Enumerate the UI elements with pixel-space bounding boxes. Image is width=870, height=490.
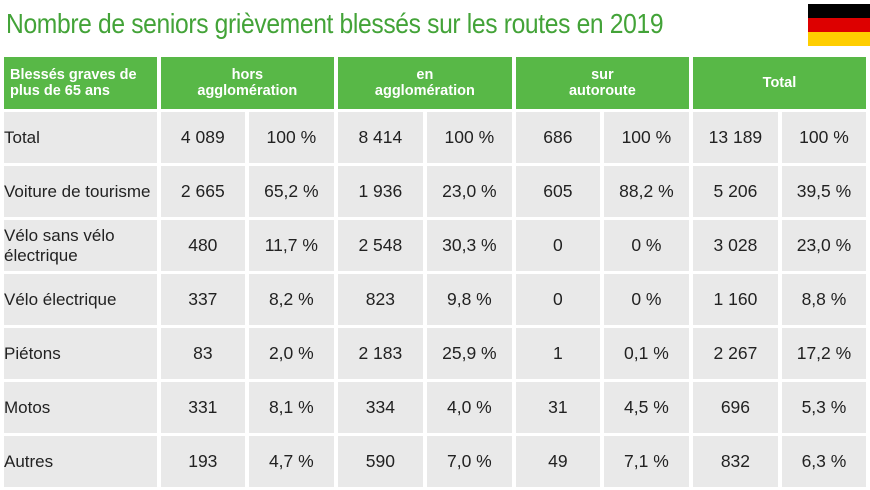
col-header-total-label: Total bbox=[762, 75, 797, 91]
total-percent: 100 % bbox=[781, 112, 866, 163]
autoroute-count: 31 bbox=[515, 382, 600, 433]
total-percent: 8,8 % bbox=[781, 274, 866, 325]
total-count: 5 206 bbox=[692, 166, 778, 217]
col-header-total: Total bbox=[692, 57, 866, 109]
total-percent: 39,5 % bbox=[781, 166, 866, 217]
en-count: 1 936 bbox=[337, 166, 423, 217]
autoroute-percent: 0 % bbox=[603, 274, 689, 325]
row-label: Motos bbox=[4, 382, 157, 433]
en-percent: 7,0 % bbox=[426, 436, 512, 487]
hors-count: 4 089 bbox=[160, 112, 245, 163]
hors-percent: 4,7 % bbox=[248, 436, 334, 487]
col-header-autoroute-line1: sur bbox=[591, 67, 614, 83]
total-count: 2 267 bbox=[692, 328, 778, 379]
row-label-line1: Vélo sans vélo bbox=[4, 225, 115, 245]
en-count: 334 bbox=[337, 382, 423, 433]
total-percent: 6,3 % bbox=[781, 436, 866, 487]
autoroute-count: 0 bbox=[515, 274, 600, 325]
total-percent: 23,0 % bbox=[781, 220, 866, 271]
row-label: Vélo sans vélo électrique bbox=[4, 220, 157, 271]
header-row: Blessés graves de plus de 65 ans hors ag… bbox=[4, 57, 866, 109]
row-label-line1: Piétons bbox=[4, 343, 61, 363]
autoroute-percent: 7,1 % bbox=[603, 436, 689, 487]
hors-count: 193 bbox=[160, 436, 245, 487]
autoroute-count: 1 bbox=[515, 328, 600, 379]
hors-percent: 8,2 % bbox=[248, 274, 334, 325]
col-header-autoroute: sur autoroute bbox=[515, 57, 689, 109]
row-label: Piétons bbox=[4, 328, 157, 379]
row-label-line1: Vélo électrique bbox=[4, 289, 117, 309]
en-count: 8 414 bbox=[337, 112, 423, 163]
en-percent: 25,9 % bbox=[426, 328, 512, 379]
table-row: Motos 331 8,1 % 334 4,0 % 31 4,5 % 696 5… bbox=[4, 382, 866, 433]
total-count: 832 bbox=[692, 436, 778, 487]
en-count: 823 bbox=[337, 274, 423, 325]
col-header-hors-line2: agglomération bbox=[197, 83, 298, 99]
autoroute-count: 605 bbox=[515, 166, 600, 217]
en-percent: 9,8 % bbox=[426, 274, 512, 325]
total-count: 1 160 bbox=[692, 274, 778, 325]
flag-band-black bbox=[808, 4, 870, 18]
col-header-en: en agglomération bbox=[337, 57, 512, 109]
table-row: Vélo électrique 337 8,2 % 823 9,8 % 0 0 … bbox=[4, 274, 866, 325]
total-count: 13 189 bbox=[692, 112, 778, 163]
hors-count: 83 bbox=[160, 328, 245, 379]
page-title: Nombre de seniors grièvement blessés sur… bbox=[6, 8, 664, 39]
col-header-en-line2: agglomération bbox=[374, 83, 475, 99]
hors-count: 2 665 bbox=[160, 166, 245, 217]
total-percent: 17,2 % bbox=[781, 328, 866, 379]
en-percent: 4,0 % bbox=[426, 382, 512, 433]
hors-count: 480 bbox=[160, 220, 245, 271]
table-row: Voiture de tourisme 2 665 65,2 % 1 936 2… bbox=[4, 166, 866, 217]
hors-percent: 11,7 % bbox=[248, 220, 334, 271]
row-label-line1: Total bbox=[4, 127, 40, 147]
en-count: 2 548 bbox=[337, 220, 423, 271]
row-label-line2: électrique bbox=[4, 245, 78, 265]
table-row: Vélo sans vélo électrique 480 11,7 % 2 54… bbox=[4, 220, 866, 271]
en-count: 590 bbox=[337, 436, 423, 487]
row-label: Vélo électrique bbox=[4, 274, 157, 325]
col-header-hors: hors agglomération bbox=[160, 57, 334, 109]
row-label: Autres bbox=[4, 436, 157, 487]
row-label-line1: Motos bbox=[4, 397, 51, 417]
en-percent: 30,3 % bbox=[426, 220, 512, 271]
autoroute-count: 49 bbox=[515, 436, 600, 487]
table-row: Total 4 089 100 % 8 414 100 % 686 100 % … bbox=[4, 112, 866, 163]
hors-percent: 2,0 % bbox=[248, 328, 334, 379]
row-label: Total bbox=[4, 112, 157, 163]
autoroute-percent: 100 % bbox=[603, 112, 689, 163]
en-percent: 100 % bbox=[426, 112, 512, 163]
en-count: 2 183 bbox=[337, 328, 423, 379]
col-header-en-line1: en bbox=[416, 67, 434, 83]
autoroute-percent: 0 % bbox=[603, 220, 689, 271]
row-label-line1: Voiture de tourisme bbox=[4, 181, 151, 201]
hors-percent: 65,2 % bbox=[248, 166, 334, 217]
autoroute-count: 686 bbox=[515, 112, 600, 163]
autoroute-count: 0 bbox=[515, 220, 600, 271]
corner-header: Blessés graves de plus de 65 ans bbox=[4, 57, 157, 109]
hors-count: 337 bbox=[160, 274, 245, 325]
row-label-line1: Autres bbox=[4, 451, 54, 471]
autoroute-percent: 88,2 % bbox=[603, 166, 689, 217]
col-header-hors-line1: hors bbox=[231, 67, 264, 83]
flag-band-red bbox=[808, 18, 870, 32]
autoroute-percent: 0,1 % bbox=[603, 328, 689, 379]
corner-header-line2: plus de 65 ans bbox=[10, 83, 110, 99]
total-count: 3 028 bbox=[692, 220, 778, 271]
table-row: Autres 193 4,7 % 590 7,0 % 49 7,1 % 832 … bbox=[4, 436, 866, 487]
table-row: Piétons 83 2,0 % 2 183 25,9 % 1 0,1 % 2 … bbox=[4, 328, 866, 379]
flag-band-gold bbox=[808, 32, 870, 46]
corner-header-line1: Blessés graves de bbox=[10, 67, 137, 83]
total-percent: 5,3 % bbox=[781, 382, 866, 433]
injury-table: Blessés graves de plus de 65 ans hors ag… bbox=[0, 54, 870, 490]
row-label: Voiture de tourisme bbox=[4, 166, 157, 217]
total-count: 696 bbox=[692, 382, 778, 433]
col-header-autoroute-line2: autoroute bbox=[568, 83, 636, 99]
germany-flag-icon bbox=[808, 4, 870, 46]
hors-count: 331 bbox=[160, 382, 245, 433]
hors-percent: 100 % bbox=[248, 112, 334, 163]
autoroute-percent: 4,5 % bbox=[603, 382, 689, 433]
hors-percent: 8,1 % bbox=[248, 382, 334, 433]
en-percent: 23,0 % bbox=[426, 166, 512, 217]
